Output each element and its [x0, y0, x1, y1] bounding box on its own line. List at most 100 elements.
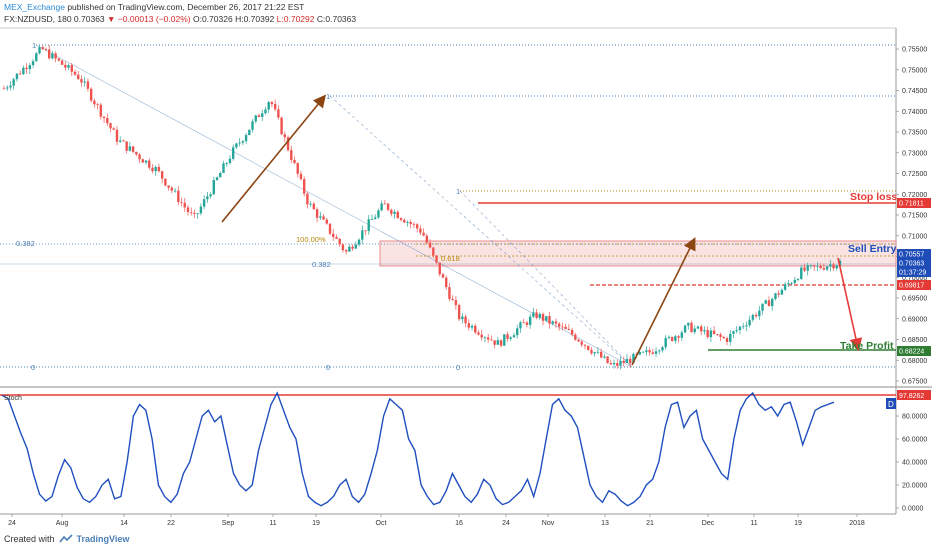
candle-body — [70, 65, 73, 72]
candle-body — [60, 60, 64, 65]
candle-body — [422, 232, 425, 236]
candle-body — [512, 335, 516, 338]
candle-body — [587, 345, 590, 350]
candle-body — [77, 74, 80, 80]
arrows-layer[interactable] — [221, 94, 863, 366]
ohlc-open: O:0.70326 — [192, 14, 233, 24]
arrow-down[interactable] — [837, 257, 863, 352]
candle-body — [332, 233, 335, 238]
candle-body — [509, 337, 512, 339]
candle-body — [328, 223, 332, 234]
candle-body — [248, 129, 251, 136]
candle-body — [567, 329, 571, 330]
candle-body — [661, 347, 664, 351]
stoch-pane[interactable] — [0, 388, 896, 514]
candle-body — [771, 298, 774, 307]
candle-body — [451, 298, 454, 301]
publisher-name[interactable]: MEX_Exchange — [4, 2, 65, 12]
tradingview-brand[interactable]: TradingView — [76, 534, 130, 544]
price-tick-label: 0.68000 — [902, 358, 927, 365]
stoch-settings-icon[interactable] — [886, 398, 896, 409]
stochastic-line[interactable] — [1, 391, 835, 507]
price-tick-label: 0.72000 — [902, 192, 927, 199]
candle-body — [370, 219, 374, 220]
price-tick-label: 0.75500 — [902, 47, 927, 54]
candle-body — [89, 88, 93, 101]
take-profit-label[interactable]: Take Profit — [840, 340, 894, 352]
candle-body — [64, 64, 67, 68]
candle-body — [22, 67, 25, 75]
candle-body — [486, 337, 490, 340]
candle-body — [280, 117, 283, 135]
candle-body — [273, 104, 277, 110]
candle-body — [467, 323, 471, 328]
candle-body — [202, 199, 206, 207]
candle-body — [399, 218, 403, 220]
candle-body — [541, 313, 545, 321]
candle-body — [787, 283, 790, 285]
sell-zone[interactable] — [379, 240, 897, 267]
publisher-line: MEX_Exchange published on TradingView.co… — [4, 2, 304, 12]
candle-body — [712, 330, 716, 334]
candle-body — [283, 134, 287, 138]
price-tick-label: 0.70000 — [902, 275, 927, 282]
stoch-axis[interactable]: 80.0000 60.0000 40.0000 20.0000 0.0000 — [896, 414, 927, 513]
candle-body — [680, 332, 684, 338]
candle-body — [109, 123, 112, 129]
arrow-up-2[interactable] — [631, 237, 696, 366]
candle-body — [435, 255, 438, 263]
candles-layer[interactable] — [2, 44, 842, 370]
candle-body — [645, 350, 648, 352]
fib-100-label: 100.00% — [296, 235, 326, 244]
candle-body — [548, 316, 551, 324]
arrow-up-1[interactable] — [221, 94, 327, 223]
price-tick-label: 0.74500 — [902, 88, 927, 95]
candle-body — [622, 360, 625, 363]
trend-line-b[interactable] — [329, 95, 633, 368]
price-tag-label: 0.70363 — [899, 261, 924, 268]
time-tick-label: 14 — [120, 520, 128, 527]
candle-body — [606, 356, 609, 364]
sell-entry-label[interactable]: Sell Entry — [848, 243, 897, 255]
candle-body — [361, 230, 364, 240]
price-tick-label: 0.67500 — [902, 379, 927, 386]
stoch-tick-label: 60.0000 — [902, 437, 927, 444]
main-pane[interactable] — [0, 28, 896, 386]
candle-body — [86, 81, 90, 89]
candle-body — [380, 203, 383, 211]
candle-body — [722, 336, 725, 339]
candle-body — [25, 67, 28, 70]
candle-body — [783, 284, 787, 290]
trend-line-c[interactable] — [459, 190, 633, 368]
candle-body — [819, 265, 822, 269]
candle-body — [373, 217, 377, 220]
candle-body — [167, 185, 170, 188]
price-axis[interactable]: 0.75500 0.75000 0.74500 0.74000 0.73500 0.730… — [896, 47, 927, 386]
candle-body — [215, 177, 219, 181]
candle-body — [54, 53, 57, 59]
stop-loss-label[interactable]: Stop loss — [850, 191, 897, 203]
candle-body — [832, 264, 835, 269]
candle-body — [144, 160, 148, 163]
ohlc-line: FX:NZDUSD, 180 0.70363 ▼ −0.00013 (−0.02… — [4, 14, 356, 24]
candle-body — [131, 146, 135, 152]
candle-body — [696, 326, 700, 329]
candle-body — [825, 266, 829, 270]
price-change: −0.00013 (−0.02%) — [117, 14, 191, 24]
candle-body — [574, 334, 577, 340]
candle-body — [599, 351, 603, 358]
candle-body — [528, 316, 532, 325]
candle-body — [493, 340, 496, 345]
candle-body — [761, 303, 764, 311]
time-tick-label: Aug — [56, 520, 69, 527]
time-tick-label: 21 — [646, 520, 654, 527]
fib-618-label: 0.618 — [441, 254, 460, 263]
symbol-label[interactable]: FX:NZDUSD, 180 — [4, 14, 72, 24]
candle-body — [354, 244, 358, 249]
candle-body — [483, 337, 487, 339]
candle-body — [396, 211, 399, 219]
time-axis[interactable]: 24 Aug 14 22 Sep 11 19 Oct 16 24 Nov 13 21 Dec 11 19 201… — [8, 514, 865, 527]
candle-body — [231, 147, 235, 159]
candle-body — [632, 353, 635, 364]
